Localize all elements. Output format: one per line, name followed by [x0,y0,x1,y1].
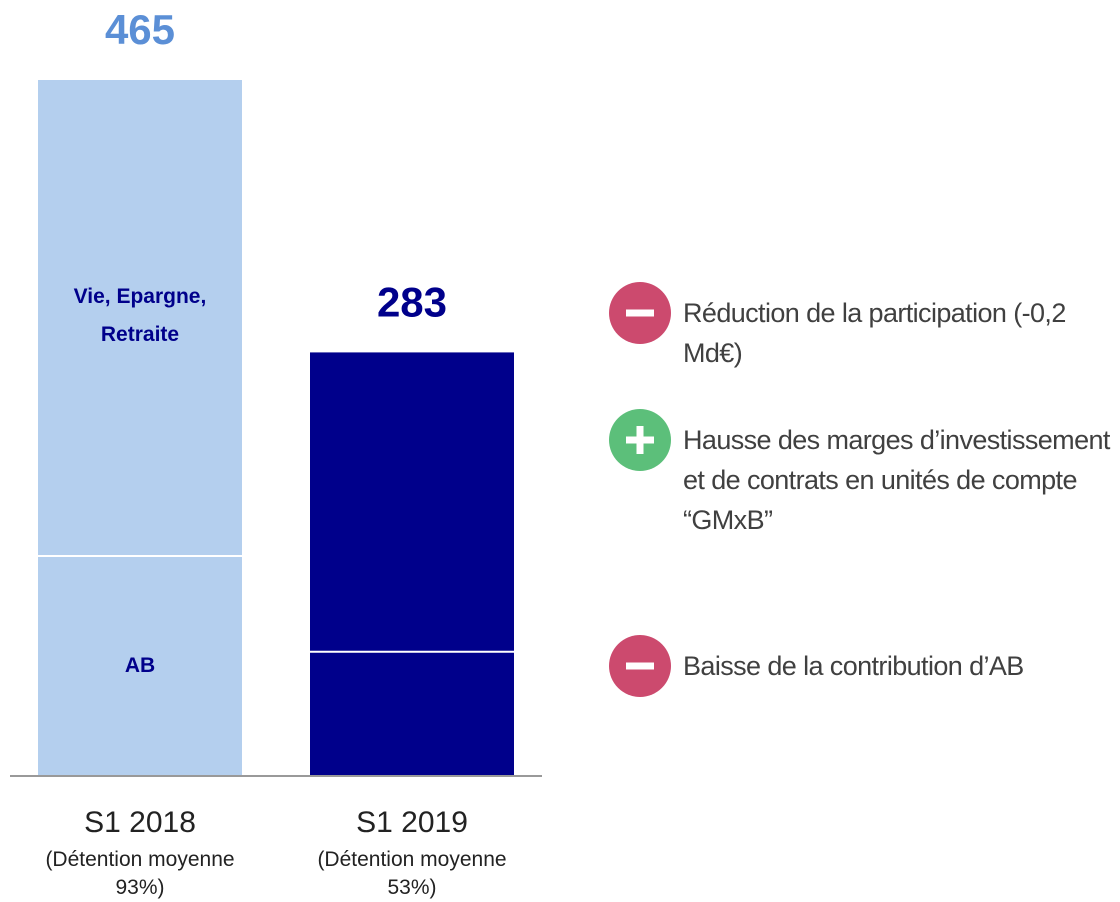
total-label: 465 [105,6,175,53]
annotation-text: Baisse de la contribution d’AB [683,651,1024,681]
series-label: AB [124,653,156,677]
x-tick-label: S1 2019 [356,806,468,839]
annotation-text: Réduction de la participation (-0,2 Md€) [683,298,1066,368]
annotation-text: Hausse des marges d’investissement et de… [683,425,1110,535]
category-note: (Détention moyenne [317,848,506,871]
x-tick-label: S1 2018 [84,806,196,839]
bar-segment [310,651,514,776]
bar-segment [38,80,242,556]
sign-bar [636,426,644,454]
category-note: 53%) [387,876,436,899]
sign-bar [626,662,654,670]
bar-segment [38,555,242,776]
series-label: Vie, Epargne, Retraite [73,284,207,346]
total-label: 283 [377,278,447,325]
category-note: (Détention moyenne [45,848,234,871]
bar-segment [310,352,514,652]
sign-bar [626,309,654,317]
category-note: 93%) [115,876,164,899]
